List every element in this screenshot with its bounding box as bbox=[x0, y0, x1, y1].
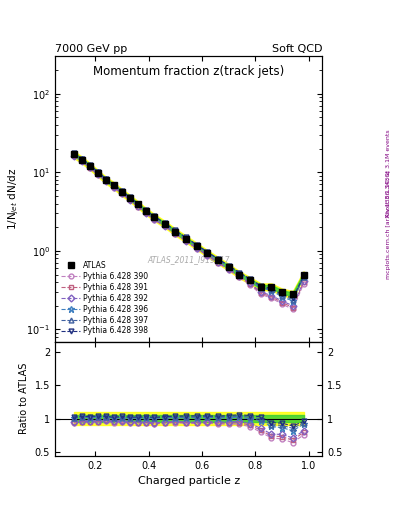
Legend: ATLAS, Pythia 6.428 390, Pythia 6.428 391, Pythia 6.428 392, Pythia 6.428 396, P: ATLAS, Pythia 6.428 390, Pythia 6.428 39… bbox=[59, 259, 151, 338]
Text: Soft QCD: Soft QCD bbox=[272, 44, 322, 54]
X-axis label: Charged particle z: Charged particle z bbox=[138, 476, 240, 486]
Y-axis label: Ratio to ATLAS: Ratio to ATLAS bbox=[19, 363, 29, 434]
Text: ATLAS_2011_I919017: ATLAS_2011_I919017 bbox=[147, 255, 230, 265]
Text: 7000 GeV pp: 7000 GeV pp bbox=[55, 44, 127, 54]
Text: mcplots.cern.ch [arXiv:1306.3436]: mcplots.cern.ch [arXiv:1306.3436] bbox=[386, 170, 391, 279]
Text: Momentum fraction z(track jets): Momentum fraction z(track jets) bbox=[93, 65, 284, 78]
Text: Rivet 3.1.10; ≥ 3.1M events: Rivet 3.1.10; ≥ 3.1M events bbox=[386, 130, 391, 217]
Y-axis label: 1/N$_{jet}$ dN/dz: 1/N$_{jet}$ dN/dz bbox=[6, 168, 21, 230]
